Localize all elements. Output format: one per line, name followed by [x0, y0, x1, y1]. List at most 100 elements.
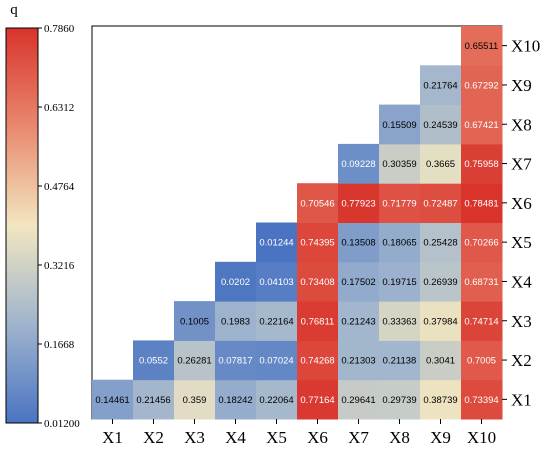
heatmap-cell: [379, 143, 421, 184]
x-tick-label: X2: [143, 428, 164, 447]
heatmap-cell: [297, 261, 339, 302]
heatmap-cell: [379, 104, 421, 145]
x-tick-label: X8: [389, 428, 410, 447]
y-tick-label: X6: [511, 194, 532, 213]
colorbar-tick-label: 0.7860: [44, 23, 75, 35]
x-tick-label: X4: [225, 428, 246, 447]
heatmap-cell: [297, 379, 339, 420]
heatmap-cell: [461, 65, 503, 106]
cell-value-label: 0.29641: [341, 395, 375, 406]
cell-value-label: 0.0202: [221, 277, 250, 288]
cell-value-label: 0.70266: [464, 238, 498, 249]
cell-value-label: 0.1005: [180, 316, 209, 327]
y-tick-label: X4: [511, 272, 532, 291]
heatmap-cell: [379, 222, 421, 263]
cell-value-label: 0.73394: [464, 395, 498, 406]
heatmap-cell: [338, 222, 380, 263]
cell-value-label: 0.24539: [423, 120, 457, 131]
heatmap-cell: [215, 261, 257, 302]
colorbar-tick-label: 0.1668: [44, 339, 75, 351]
heatmap-cell: [133, 379, 175, 420]
cell-value-label: 0.29739: [382, 395, 416, 406]
colorbar-ticks: 0.7860 0.6312 0.4764 0.3216 0.1668 0.01200: [38, 23, 80, 430]
heatmap-cell: [461, 26, 503, 66]
heatmap-cell: [256, 301, 298, 341]
cell-value-label: 0.21456: [136, 395, 170, 406]
cell-value-label: 0.15509: [382, 120, 416, 131]
y-tick-label: X5: [511, 233, 532, 252]
cell-value-label: 0.77164: [300, 395, 334, 406]
cell-value-label: 0.67292: [464, 80, 498, 91]
cell-value-label: 0.65511: [465, 41, 499, 52]
cell-value-label: 0.7005: [467, 356, 496, 367]
colorbar-tick-label: 0.6312: [44, 102, 74, 114]
heatmap-cell: [420, 301, 462, 341]
cell-value-label: 0.77923: [341, 198, 375, 209]
heatmap-cell: [461, 183, 503, 223]
cell-value-label: 0.17502: [341, 277, 375, 288]
x-tick-label: X10: [467, 428, 496, 447]
heatmap-cell: [338, 143, 380, 184]
cell-value-label: 0.22064: [259, 395, 293, 406]
heatmap-cell: [338, 183, 380, 223]
cell-value-label: 0.359: [183, 395, 207, 406]
x-tick-label: X9: [430, 428, 451, 447]
heatmap-cell: [379, 261, 421, 302]
heatmap-cell: [461, 222, 503, 263]
cell-value-label: 0.3665: [426, 159, 455, 170]
heatmap-cell: [297, 340, 339, 381]
cell-value-label: 0.3041: [426, 356, 455, 367]
plot-area: 0.14461 0.21456 0.359 0.18242 0.22064 0.77164…: [91, 25, 540, 447]
heatmap-cell: [461, 261, 503, 302]
y-tick-label: X9: [511, 76, 532, 95]
cell-value-label: 0.07817: [218, 356, 252, 367]
heatmap-cell: [174, 379, 216, 420]
heatmap-cell: [215, 301, 257, 341]
cell-value-label: 0.01244: [259, 238, 293, 249]
heatmap-cell: [420, 65, 462, 106]
cell-value-label: 0.74395: [300, 238, 334, 249]
cell-value-label: 0.30359: [382, 159, 416, 170]
heatmap-cell: [461, 104, 503, 145]
x-axis-ticks: X1 X2 X3 X4 X5 X6 X7 X8 X9 X10: [102, 419, 496, 447]
x-tick-label: X3: [184, 428, 205, 447]
heatmap-cell: [338, 379, 380, 420]
cell-value-label: 0.22164: [259, 316, 293, 327]
y-tick-label: X8: [511, 115, 532, 134]
heatmap-cell: [379, 301, 421, 341]
heatmap-cell: [174, 340, 216, 381]
cell-value-label: 0.09228: [341, 159, 375, 170]
colorbar: q 0.7860 0.6312 0.4764 0.3216 0.1668 0.01200: [5, 2, 80, 430]
cell-value-label: 0.13508: [341, 238, 375, 249]
cell-value-label: 0.21764: [423, 80, 457, 91]
y-tick-label: X1: [511, 390, 532, 409]
cell-value-label: 0.73408: [300, 277, 334, 288]
x-tick-label: X5: [266, 428, 287, 447]
cell-value-label: 0.04103: [259, 277, 293, 288]
heatmap-cell: [297, 222, 339, 263]
colorbar-tick-label: 0.01200: [44, 418, 80, 430]
heatmap-cell: [215, 379, 257, 420]
heatmap-cell: [461, 301, 503, 341]
heatmap-cell: [379, 340, 421, 381]
cell-value-label: 0.33363: [382, 316, 416, 327]
heatmap-cell: [420, 261, 462, 302]
cell-value-label: 0.74268: [300, 356, 334, 367]
heatmap-cell: [338, 301, 380, 341]
cell-value-label: 0.14461: [95, 395, 129, 406]
heatmap-cell: [420, 340, 462, 381]
colorbar-label: q: [10, 2, 18, 18]
cell-value-label: 0.21138: [383, 356, 417, 367]
x-tick-label: X7: [348, 428, 369, 447]
heatmap-cell: [420, 143, 462, 184]
cell-value-label: 0.21303: [341, 356, 375, 367]
y-axis-ticks: X1 X2 X3 X4 X5 X6 X7 X8 X9 X10: [502, 37, 540, 409]
cell-value-label: 0.25428: [423, 238, 457, 249]
cell-value-label: 0.18065: [382, 238, 416, 249]
cell-value-label: 0.70546: [300, 198, 334, 209]
cell-value-label: 0.78481: [464, 198, 498, 209]
cell-value-label: 0.26281: [177, 356, 211, 367]
cell-value-label: 0.38739: [423, 395, 457, 406]
y-tick-label: X2: [511, 351, 532, 370]
